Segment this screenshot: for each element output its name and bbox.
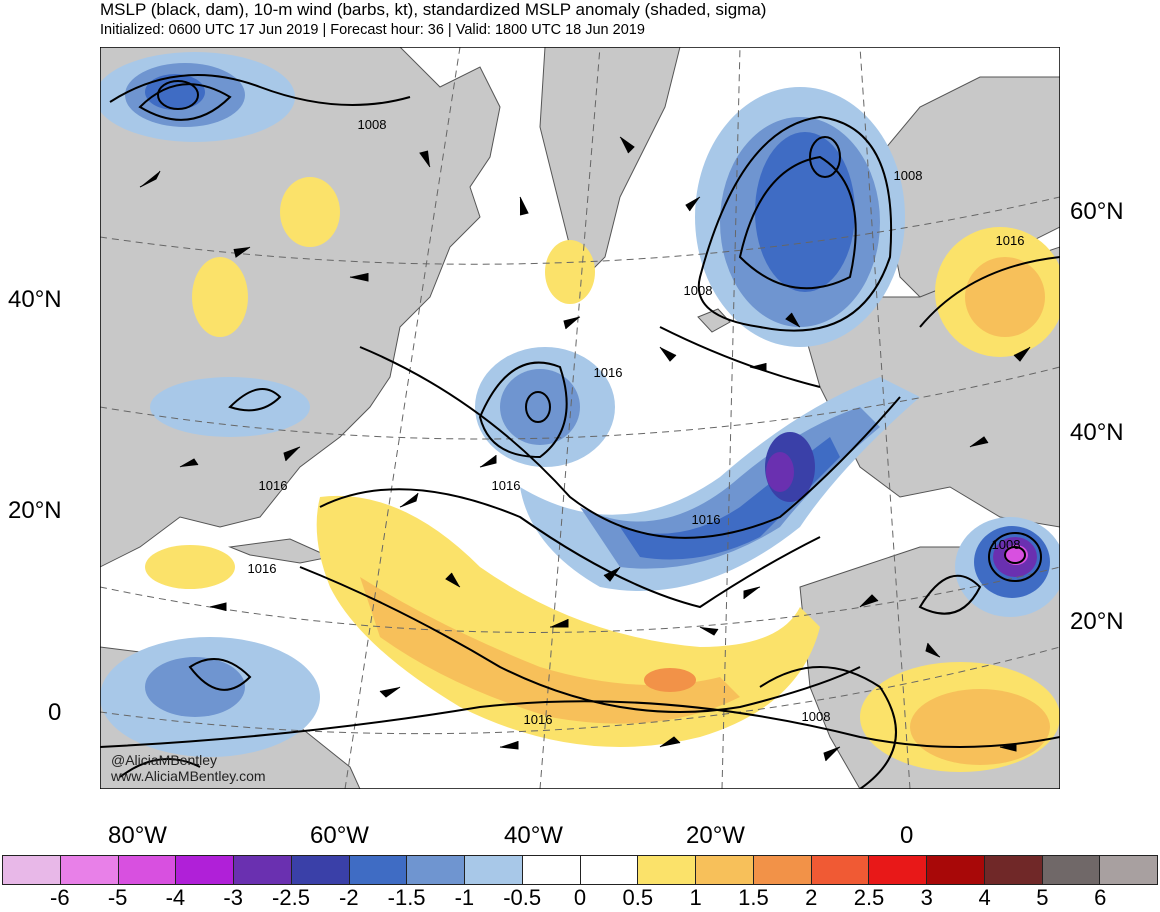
isobar-label: 1016 (259, 478, 288, 493)
colorbar-swatch (349, 856, 408, 884)
lon-label: 0 (900, 822, 914, 849)
colorbar-tick-label: -5 (107, 885, 128, 910)
isobar-label: 1016 (594, 365, 623, 380)
colorbar-swatch (465, 856, 523, 884)
colorbar-tick-label: -2.5 (272, 885, 310, 910)
colorbar-tick-label: 5 (1036, 885, 1049, 910)
lat-label-left: 20°N (8, 497, 62, 524)
lat-label-left: 0 (48, 699, 62, 726)
colorbar-tick-label: 1 (689, 885, 702, 910)
colorbar-tick-label: -4 (165, 885, 186, 910)
isobar-label: 1008 (894, 168, 923, 183)
colorbar-swatch (753, 856, 812, 884)
colorbar-swatch (291, 856, 350, 884)
colorbar-swatch (3, 856, 61, 884)
isobars (100, 74, 1060, 789)
north-america (100, 47, 501, 568)
colorbar-tick-label: -2 (339, 885, 359, 910)
colorbar-tick-label: -1.5 (387, 885, 426, 910)
colorbar-tick-label: 4 (978, 885, 991, 910)
colorbar-tick-label: 2 (805, 885, 818, 910)
colorbar-tick-label: -6 (50, 885, 70, 910)
colorbar-swatch (407, 856, 465, 884)
cuba (228, 538, 332, 564)
lat-label-left: 40°N (8, 286, 62, 313)
isobar-label: 1016 (692, 512, 721, 527)
lon-label: 40°W (504, 822, 563, 849)
credit-handle: @AliciaMBentley (111, 752, 218, 768)
chart-title: MSLP (black, dam), 10-m wind (barbs, kt)… (100, 0, 767, 19)
graticule (100, 47, 1060, 789)
colorbar-tick-label: 3 (920, 885, 933, 910)
isobar-labels: 1008 1008 1008 1008 1016 1016 1016 1016 … (248, 117, 1025, 727)
colorbar-tick-label: 0.5 (622, 885, 654, 910)
colorbar-swatch (234, 856, 292, 884)
lon-label: 60°W (310, 822, 369, 849)
colorbar-tick-label: -1 (454, 885, 475, 910)
weather-map: 1008 1008 1008 1008 1016 1016 1016 1016 … (100, 47, 1060, 789)
chart-subtitle: Initialized: 0600 UTC 17 Jun 2019 | Fore… (100, 22, 645, 38)
colorbar-tick-label: 2.5 (853, 885, 885, 910)
isobar-label: 1008 (992, 537, 1021, 552)
isobar-label: 1008 (358, 117, 387, 132)
colorbar-swatch (984, 856, 1043, 884)
colorbar-swatch (522, 856, 581, 884)
isobar-label: 1008 (684, 283, 713, 298)
colorbar-tick-label: -0.5 (503, 885, 542, 910)
colorbar-swatch (118, 856, 177, 884)
lat-label-right: 40°N (1070, 419, 1124, 446)
colorbar-swatch (696, 856, 754, 884)
isobar-label: 1008 (802, 709, 831, 724)
colorbar-tick-label: 0 (573, 885, 587, 910)
isobar-label: 1016 (492, 478, 521, 493)
colorbar-swatch (638, 856, 696, 884)
anomaly-colorbar (2, 855, 1158, 885)
lat-label-right: 60°N (1070, 198, 1124, 225)
colorbar-swatch (869, 856, 927, 884)
colorbar-swatch (811, 856, 870, 884)
wind-barbs (139, 136, 1031, 762)
colorbar-swatch (927, 856, 985, 884)
colorbar-tick-label: 1.5 (738, 885, 769, 910)
colorbar-tick-label: -3 (223, 885, 243, 910)
colorbar-swatch (1100, 856, 1157, 884)
credit-website: www.AliciaMBentley.com (111, 768, 266, 784)
lon-label: 20°W (686, 822, 745, 849)
colorbar-swatch (580, 856, 639, 884)
colorbar-swatch (60, 856, 119, 884)
isobar-label: 1016 (524, 712, 553, 727)
colorbar-swatch (176, 856, 234, 884)
isobar-label: 1016 (248, 561, 277, 576)
lon-label: 80°W (108, 822, 167, 849)
lat-label-right: 20°N (1070, 608, 1124, 635)
isobar-label: 1016 (996, 233, 1025, 248)
colorbar-tick-label: 6 (1094, 885, 1107, 910)
greenland (539, 47, 681, 278)
colorbar-swatch (1042, 856, 1101, 884)
